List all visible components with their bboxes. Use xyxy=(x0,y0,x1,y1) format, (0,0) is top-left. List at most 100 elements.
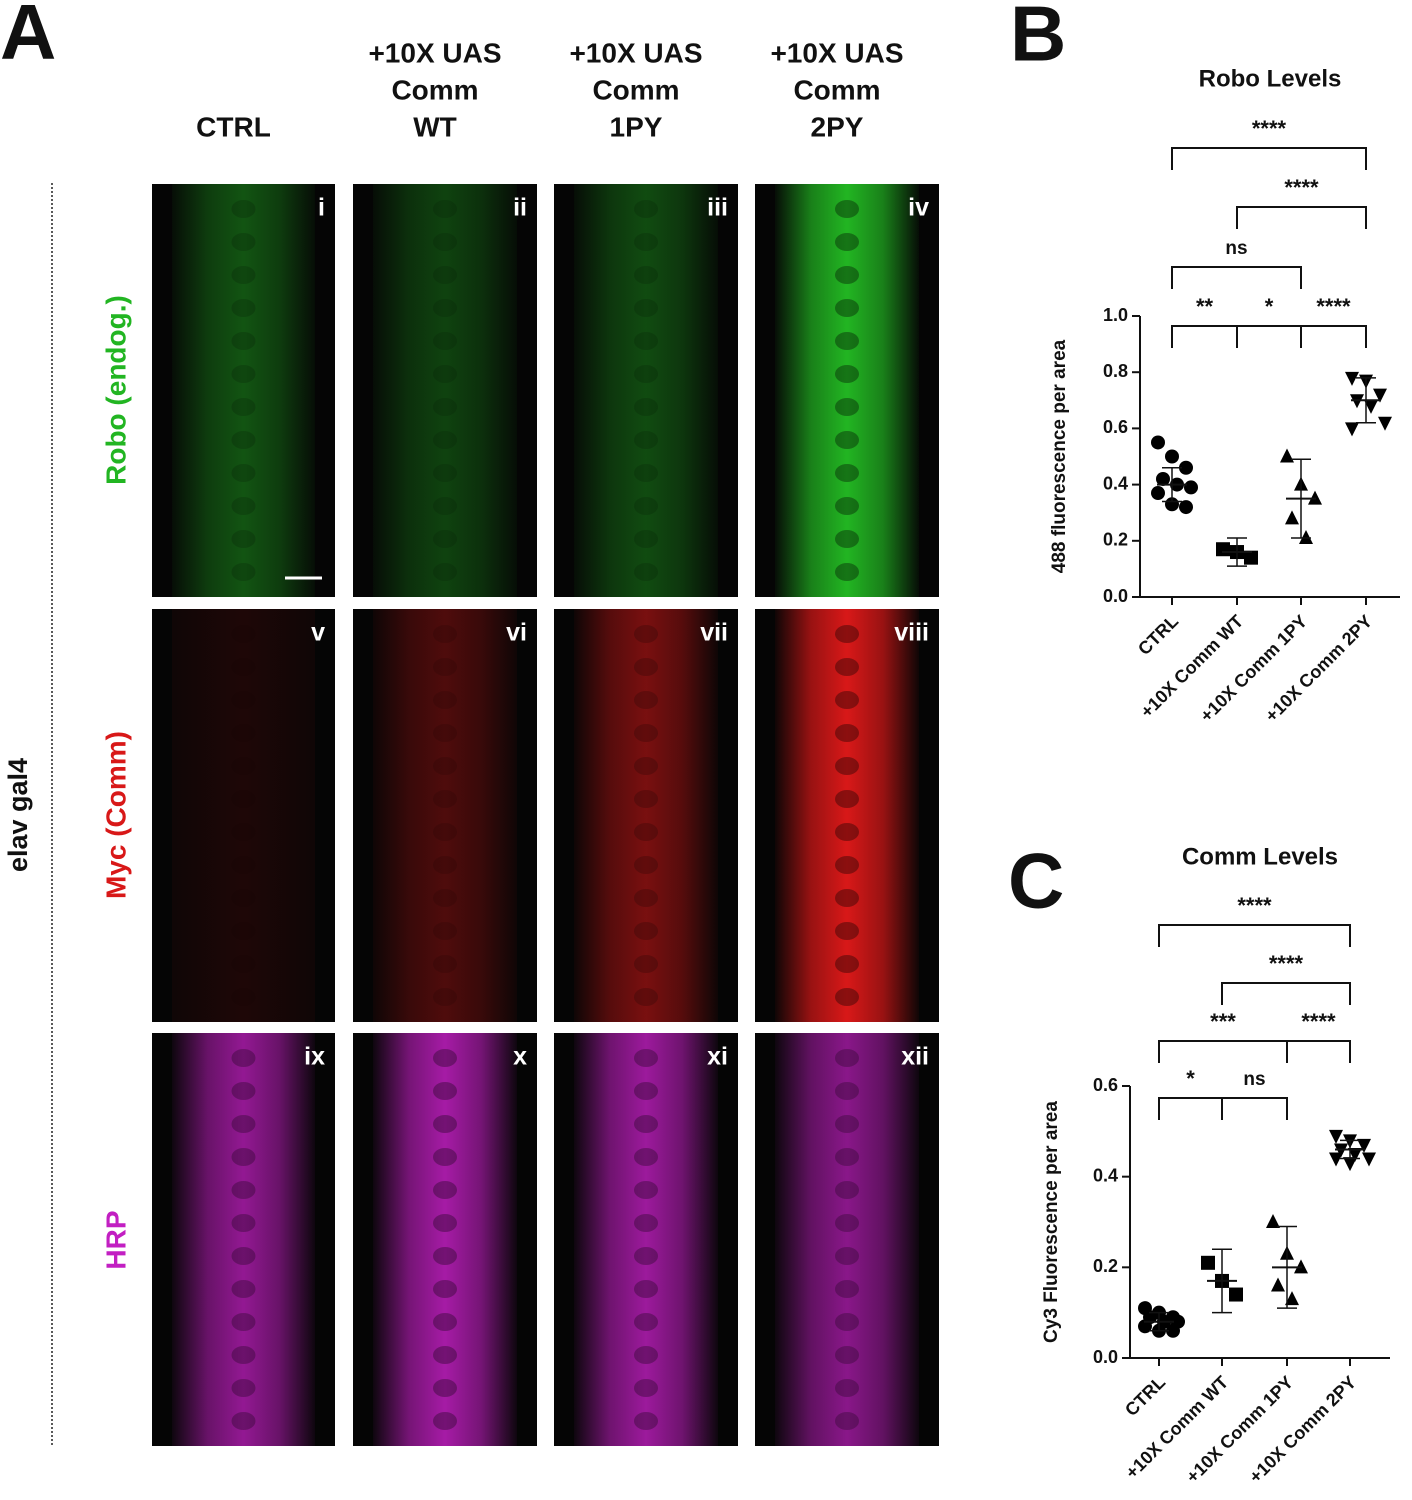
micrograph-segment xyxy=(835,200,859,218)
panel-numeral: iv xyxy=(908,194,929,222)
micrograph-segment xyxy=(634,889,658,907)
panel-numeral: xii xyxy=(901,1043,929,1071)
micrograph-segment xyxy=(835,233,859,251)
significance-label: **** xyxy=(1269,951,1304,976)
data-point xyxy=(1179,460,1193,475)
micrograph-segment xyxy=(433,1313,457,1331)
data-point xyxy=(1244,550,1258,565)
panel-numeral: ii xyxy=(513,194,527,222)
micrograph-segment xyxy=(835,1214,859,1232)
micrograph-segment xyxy=(231,724,256,742)
micrograph-segment xyxy=(231,658,256,676)
micrograph xyxy=(574,1033,718,1446)
panel-letter: A xyxy=(0,0,56,76)
micrograph-segment xyxy=(433,790,457,808)
micrograph-segment xyxy=(634,266,658,284)
micrograph-segment xyxy=(634,1049,658,1067)
micrograph-segment xyxy=(231,200,256,218)
micrograph xyxy=(574,609,718,1022)
significance-bracket xyxy=(1158,1097,1223,1120)
micrograph-segment xyxy=(231,1346,256,1364)
micrograph-segment xyxy=(634,1412,658,1430)
micrograph-segment xyxy=(231,823,256,841)
significance-bracket xyxy=(1221,982,1351,1005)
significance-bracket xyxy=(1300,325,1367,348)
data-point xyxy=(1166,1323,1180,1338)
micrograph-segment xyxy=(634,1346,658,1364)
micrograph-segment xyxy=(231,299,256,317)
significance-bracket xyxy=(1171,147,1367,170)
micrograph-segment xyxy=(835,955,859,973)
data-point xyxy=(1280,448,1294,463)
micrograph-segment xyxy=(835,724,859,742)
data-point xyxy=(1179,500,1193,515)
panel-numeral: xi xyxy=(707,1043,728,1071)
micrograph xyxy=(775,184,919,597)
row-label: Robo (endog.) xyxy=(100,295,131,485)
micrograph-segment xyxy=(433,497,457,515)
micrograph-segment xyxy=(835,1115,859,1133)
column-header: 2PY xyxy=(811,111,864,142)
micrograph-segment xyxy=(634,922,658,940)
micrograph-segment xyxy=(433,1181,457,1199)
y-tick-label: 0.2 xyxy=(1093,1256,1118,1276)
y-axis-label: 488 fluorescence per area xyxy=(1049,339,1070,573)
micrograph-segment xyxy=(835,922,859,940)
micrograph-segment xyxy=(634,1181,658,1199)
micrograph-segment xyxy=(231,1148,256,1166)
micrograph-segment xyxy=(634,398,658,416)
y-tick-label: 0.6 xyxy=(1093,1075,1118,1095)
micrograph-segment xyxy=(433,658,457,676)
micrograph-segment xyxy=(433,1148,457,1166)
micrograph-segment xyxy=(433,563,457,581)
significance-label: **** xyxy=(1284,175,1319,200)
micrograph-segment xyxy=(231,497,256,515)
micrograph-segment xyxy=(634,365,658,383)
micrograph-segment xyxy=(231,332,256,350)
micrograph-segment xyxy=(835,563,859,581)
significance-label: ** xyxy=(1196,294,1214,319)
micrograph-segment xyxy=(634,530,658,548)
micrograph-segment xyxy=(634,988,658,1006)
data-point xyxy=(1329,1129,1343,1144)
micrograph-segment xyxy=(433,1412,457,1430)
column-header: 1PY xyxy=(610,111,663,142)
micrograph-segment xyxy=(231,955,256,973)
micrograph-segment xyxy=(835,1412,859,1430)
column-header: +10X UAS xyxy=(368,37,501,68)
data-point xyxy=(1216,542,1230,557)
micrograph-segment xyxy=(231,398,256,416)
micrograph-segment xyxy=(835,757,859,775)
micrograph xyxy=(373,609,517,1022)
row-label: Myc (Comm) xyxy=(100,731,131,899)
micrograph-segment xyxy=(433,464,457,482)
micrograph xyxy=(172,184,315,597)
micrograph-segment xyxy=(231,988,256,1006)
y-tick-label: 0.4 xyxy=(1093,1165,1118,1185)
panel-numeral: v xyxy=(311,619,325,647)
data-point xyxy=(1343,1157,1357,1172)
data-point xyxy=(1329,1152,1343,1167)
micrograph-segment xyxy=(634,1247,658,1265)
micrograph-segment xyxy=(634,497,658,515)
micrograph-segment xyxy=(634,1313,658,1331)
micrograph-segment xyxy=(231,1181,256,1199)
significance-label: *** xyxy=(1210,1009,1236,1034)
significance-label: ns xyxy=(1225,238,1247,259)
micrograph-segment xyxy=(231,563,256,581)
data-point xyxy=(1362,1152,1376,1167)
data-point xyxy=(1156,471,1170,486)
micrograph-segment xyxy=(433,724,457,742)
data-point xyxy=(1201,1255,1215,1270)
micrograph-segment xyxy=(634,299,658,317)
micrograph-segment xyxy=(231,790,256,808)
micrograph-segment xyxy=(634,625,658,643)
micrograph-segment xyxy=(231,431,256,449)
micrograph-segment xyxy=(231,1379,256,1397)
micrograph-segment xyxy=(433,266,457,284)
micrograph-segment xyxy=(634,1280,658,1298)
micrograph-segment xyxy=(231,1115,256,1133)
micrograph-segment xyxy=(835,431,859,449)
micrograph xyxy=(775,1033,919,1446)
significance-bracket xyxy=(1286,1040,1351,1063)
